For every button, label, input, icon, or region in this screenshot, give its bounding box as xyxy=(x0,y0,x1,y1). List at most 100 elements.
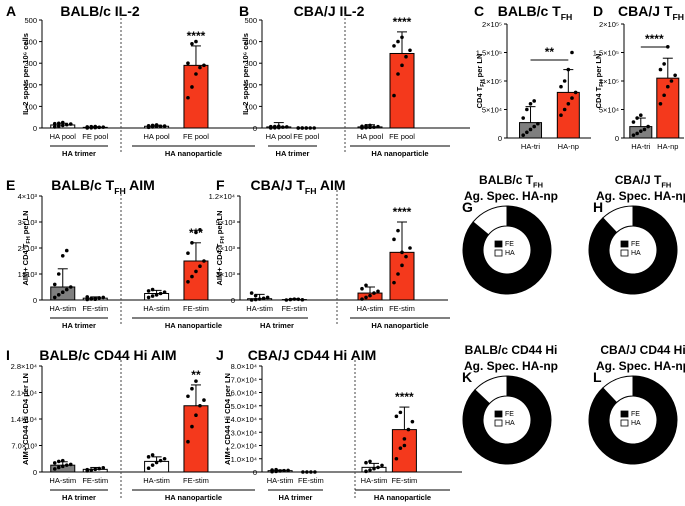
y-tick-label-a: 400 xyxy=(24,38,37,47)
y-tick-label-i: 2.1×10⁴ xyxy=(11,389,37,398)
data-point-c xyxy=(573,90,578,95)
data-point-b xyxy=(280,125,285,129)
chart-title-j: CBA/J CD44 Hi AIM xyxy=(248,347,377,363)
data-point-a xyxy=(146,124,151,128)
data-point-e xyxy=(146,295,151,300)
chart-title-i: BALB/c CD44 Hi AIM xyxy=(39,347,176,363)
data-point-e xyxy=(150,287,155,292)
y-tick-label-j: 4.0×10⁴ xyxy=(231,415,257,424)
x-tick-label-a: FE pool xyxy=(183,132,209,141)
data-point-d xyxy=(658,102,663,106)
y-tick-label-c: 5×10⁴ xyxy=(482,106,502,115)
data-point-b xyxy=(372,125,376,129)
legend-swatch-k xyxy=(494,419,503,427)
data-point-a xyxy=(186,61,190,65)
data-point-a xyxy=(93,124,98,129)
x-tick-label-c: HA-tri xyxy=(521,142,540,151)
panel-letter-i: I xyxy=(6,347,10,363)
data-point-j xyxy=(376,465,380,470)
data-point-a xyxy=(56,124,61,129)
x-tick-label-j: HA-stim xyxy=(267,476,294,485)
chart-title-i-main: BALB/c CD44 Hi AIM xyxy=(39,347,176,363)
data-point-b xyxy=(312,126,317,130)
chart-title-f-after: AIM xyxy=(316,177,345,193)
legend-swatch-h xyxy=(620,240,629,248)
data-point-e xyxy=(186,251,190,255)
y-tick-label-f: 9×10³ xyxy=(216,218,236,227)
data-point-e xyxy=(56,272,61,276)
data-point-e xyxy=(198,264,202,269)
group-label-f: HA trimer xyxy=(260,321,294,330)
chart-title-d: CBA/J TFH xyxy=(618,3,684,22)
pie-slice-h-fe xyxy=(588,205,678,295)
data-point-d xyxy=(666,84,670,89)
data-point-d xyxy=(631,120,636,124)
data-point-f xyxy=(296,297,301,302)
y-tick-label-b: 200 xyxy=(244,81,257,90)
y-tick-label-c: 2×10⁵ xyxy=(482,20,502,29)
data-point-c xyxy=(521,116,525,120)
y-axis-label-i: AIM+ CD44 Hi CD4 per LN xyxy=(21,373,30,465)
data-point-f xyxy=(288,297,293,302)
y-tick-label-c: 0 xyxy=(498,134,502,143)
y-tick-label-a: 200 xyxy=(24,81,37,90)
pie-title-g-1-main: BALB/c T xyxy=(479,173,534,187)
data-point-c xyxy=(536,121,540,126)
y-tick-label-b: 400 xyxy=(244,38,257,47)
data-point-i xyxy=(89,468,94,472)
y-tick-label-d: 2×10⁵ xyxy=(599,20,619,29)
data-point-c xyxy=(562,107,567,112)
pie-slice-k-fe xyxy=(462,375,552,465)
data-point-i xyxy=(93,467,98,472)
data-point-c xyxy=(532,124,536,129)
data-point-e xyxy=(85,297,90,302)
data-point-b xyxy=(376,124,380,129)
data-point-a xyxy=(194,72,198,76)
y-tick-label-j: 8.0×10⁴ xyxy=(231,362,257,371)
data-point-a xyxy=(60,123,65,128)
data-point-a xyxy=(64,122,69,127)
pie-title-k-2: Ag. Spec. HA-np xyxy=(464,359,558,373)
data-point-e xyxy=(202,259,206,263)
data-point-i xyxy=(186,439,190,444)
data-point-f xyxy=(300,297,305,302)
x-tick-label-d: HA-tri xyxy=(631,142,650,151)
panel-letter-b: B xyxy=(239,3,249,19)
data-point-j xyxy=(364,469,368,474)
chart-title-b: CBA/J IL-2 xyxy=(294,3,365,19)
data-point-j xyxy=(309,470,313,474)
data-point-e xyxy=(158,291,163,296)
data-point-b xyxy=(300,126,305,130)
y-tick-label-b: 0 xyxy=(253,124,257,133)
data-point-j xyxy=(301,470,305,474)
legend-swatch-g xyxy=(494,240,503,248)
data-point-a xyxy=(150,123,155,128)
legend-swatch-l xyxy=(620,410,629,418)
x-tick-label-j: HA-stim xyxy=(361,476,388,485)
data-point-j xyxy=(406,427,411,432)
data-point-d xyxy=(662,62,666,66)
data-point-c xyxy=(559,84,563,89)
data-point-a xyxy=(158,124,163,129)
data-point-c xyxy=(566,67,571,72)
y-tick-label-c: 1.5×10⁵ xyxy=(476,49,502,58)
data-point-d xyxy=(673,73,677,78)
pie-title-h-1-sub: FH xyxy=(661,181,671,190)
data-point-b xyxy=(400,35,404,40)
y-tick-label-d: 0 xyxy=(615,134,619,143)
chart-title-a-main: BALB/c IL-2 xyxy=(60,3,140,19)
x-tick-label-a: HA pool xyxy=(143,132,170,141)
x-tick-label-i: FE-stim xyxy=(82,476,108,485)
data-point-i xyxy=(64,463,69,467)
data-point-b xyxy=(276,124,281,129)
data-point-j xyxy=(398,446,403,450)
data-point-f xyxy=(253,293,258,298)
data-point-f xyxy=(392,237,396,242)
data-point-f xyxy=(404,254,408,259)
y-tick-label-a: 500 xyxy=(24,16,37,25)
pie-title-h-2: Ag. Spec. HA-np xyxy=(596,189,685,203)
y-tick-label-f: 6×10³ xyxy=(216,244,236,253)
data-point-b xyxy=(368,123,372,128)
data-point-i xyxy=(154,460,159,465)
